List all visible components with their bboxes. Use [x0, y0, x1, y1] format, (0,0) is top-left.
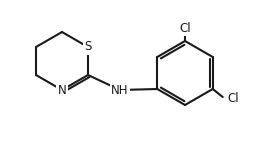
Text: Cl: Cl [179, 21, 191, 35]
Text: NH: NH [111, 83, 129, 96]
Text: N: N [58, 83, 66, 96]
Text: Cl: Cl [228, 92, 239, 106]
Text: S: S [84, 41, 92, 54]
